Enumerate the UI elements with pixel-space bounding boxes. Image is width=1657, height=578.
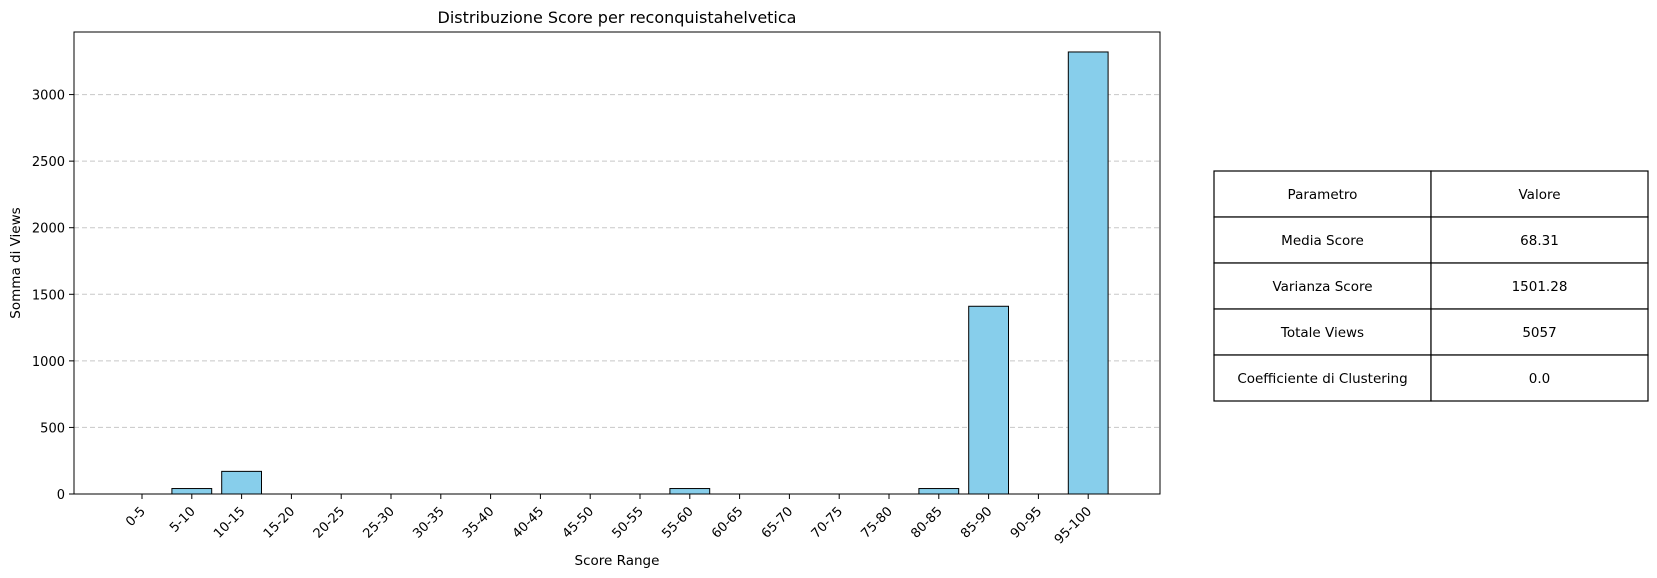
table-value: 68.31	[1520, 233, 1559, 249]
table-cell	[1430, 308, 1649, 356]
bars	[171, 51, 1109, 495]
x-tick-label: 95-100	[1052, 504, 1095, 547]
table-header-parameter: Parametro	[1288, 187, 1358, 203]
y-tick-label: 3000	[32, 89, 65, 104]
y-tick-label: 1000	[32, 355, 65, 370]
table-cell	[1430, 216, 1649, 264]
table-value: 1501.28	[1512, 279, 1568, 295]
table-value: 0.0	[1529, 371, 1550, 387]
x-tick-label: 20-25	[311, 504, 348, 541]
y-tick-label: 0	[57, 488, 65, 503]
x-tick-label: 80-85	[908, 504, 945, 541]
table-cell	[1213, 262, 1432, 310]
table-parameter: Media Score	[1281, 233, 1364, 249]
x-tick-label: 55-60	[659, 504, 696, 541]
x-tick-label: 40-45	[510, 504, 547, 541]
bar-95-100	[1067, 51, 1109, 495]
bar-85-90	[968, 305, 1010, 495]
table-parameter: Varianza Score	[1272, 279, 1372, 295]
x-tick-label: 75-80	[859, 504, 896, 541]
x-tick-label: 10-15	[211, 504, 248, 541]
y-tick-label: 1500	[32, 288, 65, 303]
x-axis-title: Score Range	[575, 553, 660, 569]
y-tick-label: 2000	[32, 222, 65, 237]
bar-5-10	[171, 488, 213, 495]
table-cell	[1213, 354, 1432, 402]
x-tick-label: 65-70	[759, 504, 796, 541]
x-tick-label: 60-65	[709, 504, 746, 541]
table-parameter: Totale Views	[1280, 325, 1364, 341]
x-tick-label: 45-50	[560, 504, 597, 541]
y-axis-ticks: 0 500 1000 1500 2000 2500 3000	[32, 89, 74, 503]
x-tick-label: 0-5	[123, 504, 149, 530]
table-cell	[1213, 308, 1432, 356]
x-tick-label: 30-35	[410, 504, 447, 541]
stats-table: Parametro Valore Media Score 68.31 Varianza …	[1213, 170, 1649, 402]
table-cell	[1430, 262, 1649, 310]
y-axis-title: Somma di Views	[8, 207, 24, 318]
x-tick-label: 25-30	[361, 504, 398, 541]
table-cell	[1213, 216, 1432, 264]
x-tick-label: 5-10	[167, 504, 198, 535]
x-tick-label: 35-40	[460, 504, 497, 541]
x-tick-label: 85-90	[958, 504, 995, 541]
y-tick-label: 2500	[32, 155, 65, 170]
x-tick-label: 15-20	[261, 504, 298, 541]
table-value: 5057	[1522, 325, 1556, 341]
plot-frame	[73, 31, 1161, 495]
x-tick-label: 90-95	[1008, 504, 1045, 541]
bar-10-15	[221, 470, 262, 495]
chart-title: Distribuzione Score per reconquistahelve…	[438, 8, 797, 27]
table-cell	[1430, 354, 1649, 402]
bar-55-60	[669, 488, 711, 495]
table-parameter: Coefficiente di Clustering	[1237, 371, 1407, 387]
x-axis-ticks: 0-5 5-10 10-15 15-20 20-25 25-30 30-35 35-40 40-…	[123, 494, 1095, 547]
y-tick-label: 500	[40, 421, 65, 436]
table-header-value: Valore	[1518, 187, 1560, 203]
x-tick-label: 50-55	[610, 504, 647, 541]
x-tick-label: 70-75	[809, 504, 846, 541]
bar-80-85	[918, 488, 960, 495]
